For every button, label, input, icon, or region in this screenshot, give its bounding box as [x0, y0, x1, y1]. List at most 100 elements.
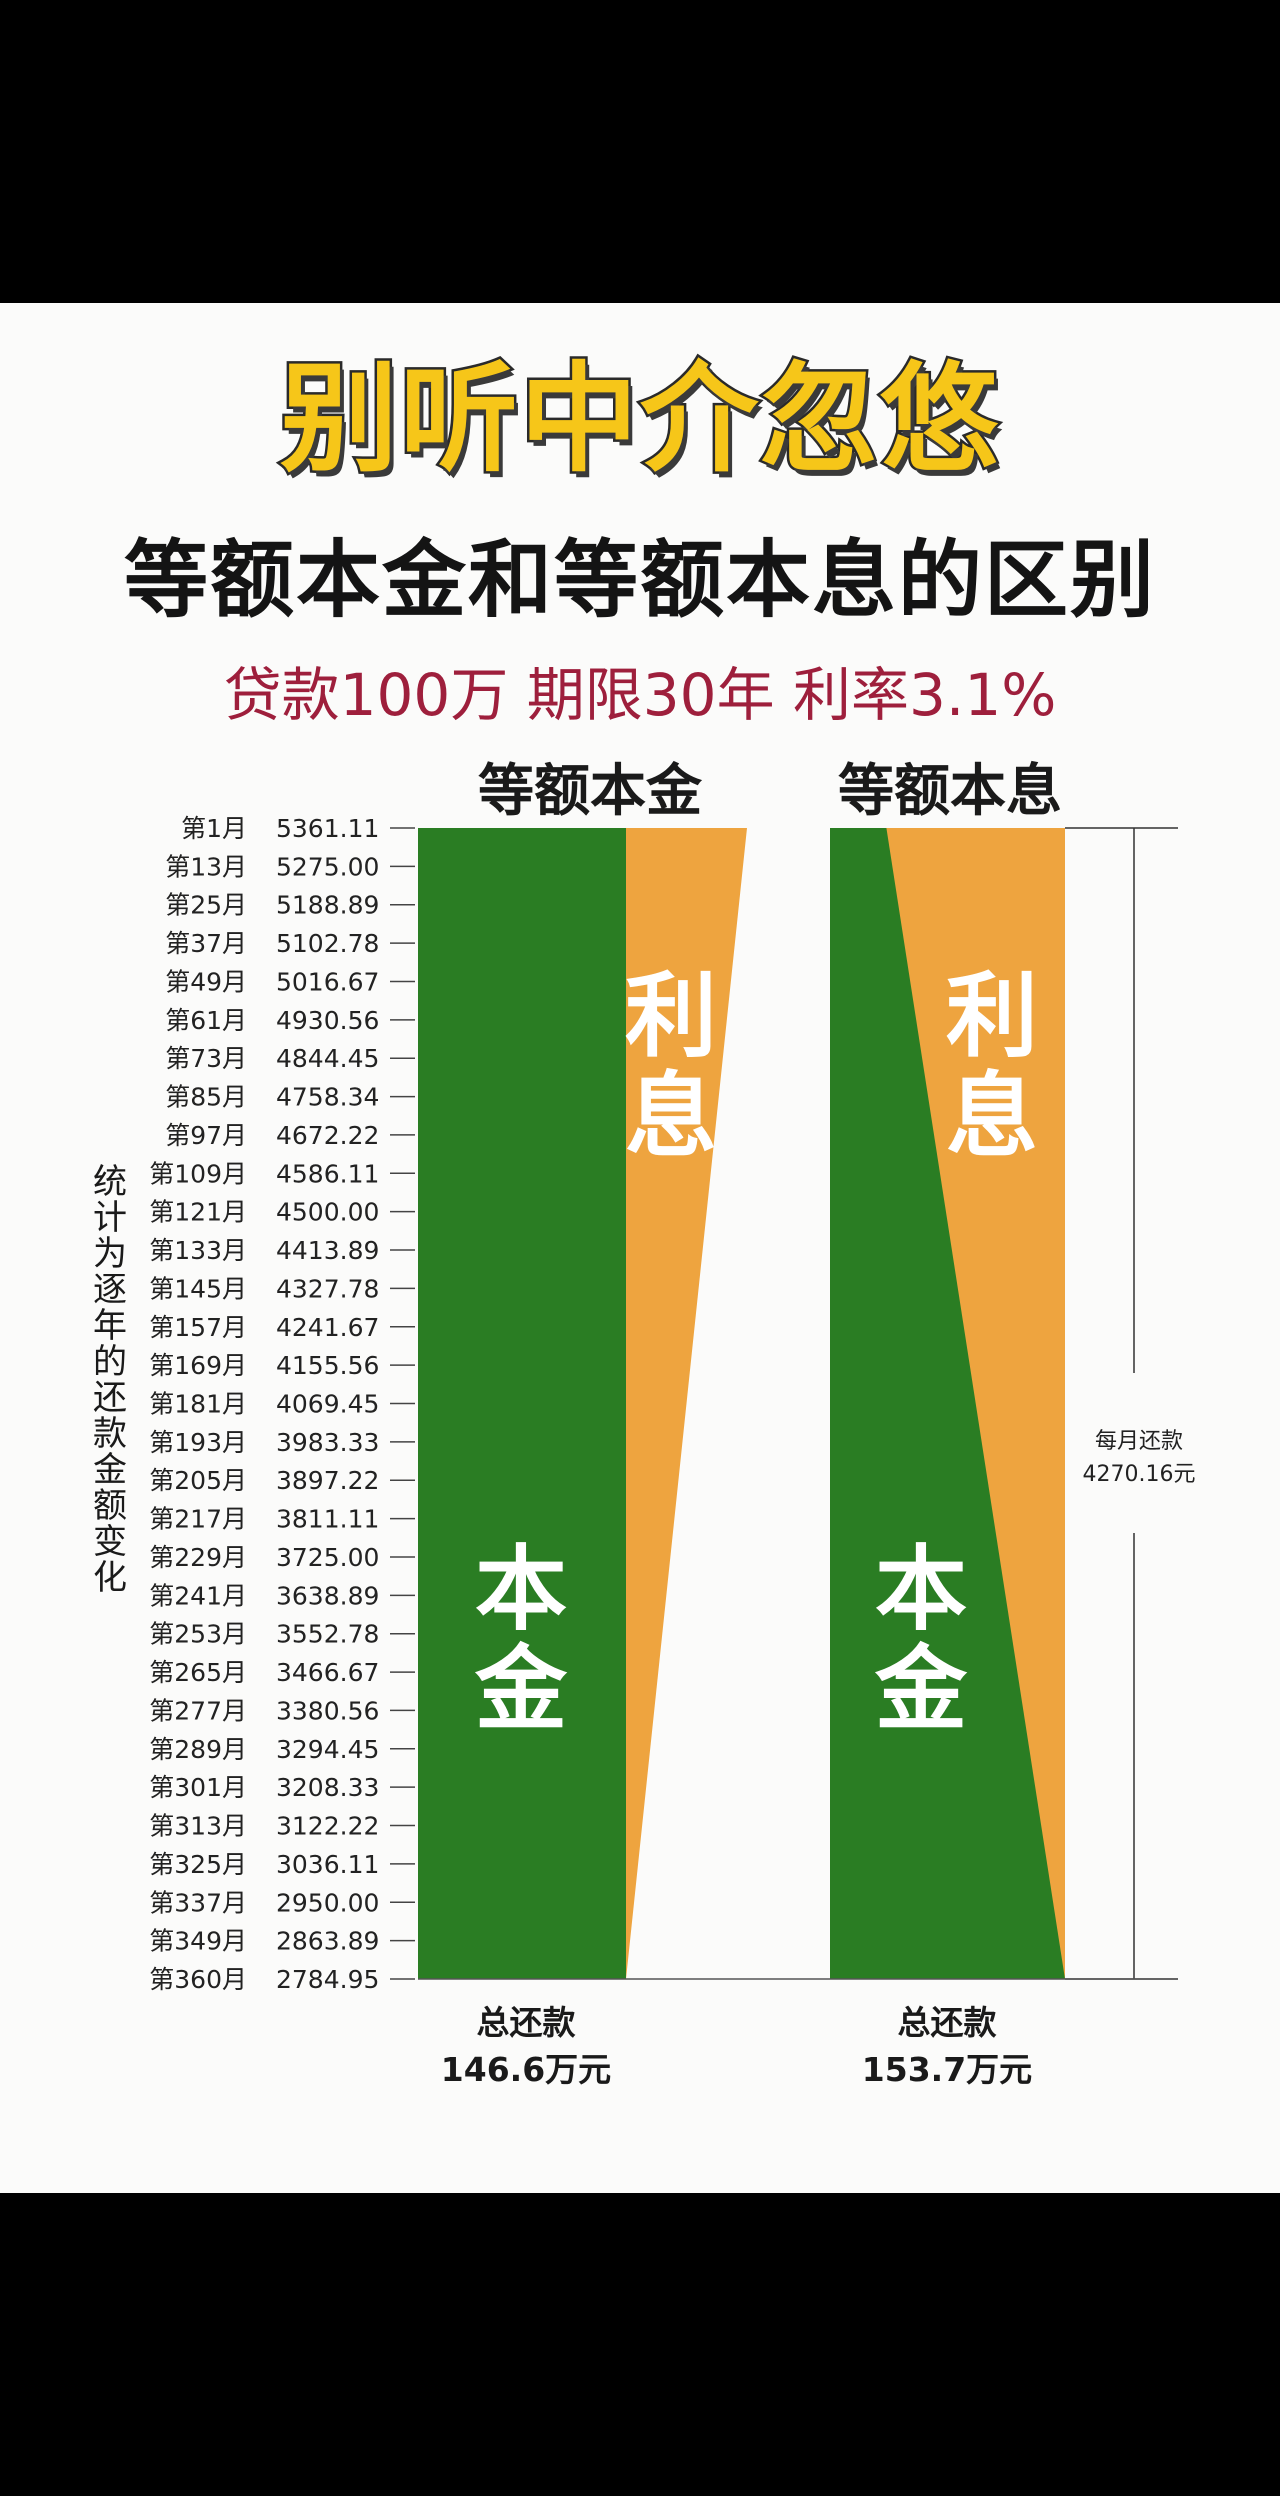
- principal-label-char: 金: [474, 1636, 568, 1743]
- tick-month-label: 第349月: [149, 1927, 247, 1956]
- tick-month-label: 第73月: [165, 1044, 247, 1073]
- principal-label-equal-installment: 本金: [874, 1536, 968, 1743]
- interest-label-char: 息: [625, 1063, 717, 1170]
- tick-month-label: 第301月: [149, 1773, 247, 1802]
- tick-month-label: 第325月: [149, 1850, 247, 1879]
- total-value-equal-principal: 146.6万元: [441, 2050, 611, 2089]
- tick-month-label: 第169月: [149, 1351, 247, 1380]
- tick-amount-label: 2950.00: [276, 1888, 379, 1917]
- tick-month-label: 第265月: [149, 1658, 247, 1687]
- total-label-equal-principal: 总还款: [477, 2003, 577, 2042]
- tick-amount-label: 3725.00: [276, 1543, 379, 1572]
- interest-label-equal-installment: 利息: [946, 963, 1038, 1170]
- tick-month-label: 第241月: [149, 1581, 247, 1610]
- tick-amount-label: 2863.89: [276, 1927, 379, 1956]
- tick-month-label: 第337月: [149, 1888, 247, 1917]
- tick-amount-label: 3208.33: [276, 1773, 379, 1802]
- tick-month-label: 第85月: [165, 1083, 247, 1112]
- total-label-equal-installment: 总还款: [898, 2003, 998, 2042]
- monthly-payment-label: 每月还款: [1095, 1429, 1183, 1454]
- tick-month-label: 第49月: [165, 967, 247, 996]
- tick-amount-label: 4241.67: [276, 1313, 379, 1342]
- y-axis-ticks: 第1月 5361.11 第13月 5275.00 第25月 5188.89 第37月 5102…: [149, 814, 415, 1994]
- tick-amount-label: 5016.67: [276, 967, 379, 996]
- tick-amount-label: 5102.78: [276, 929, 379, 958]
- tick-month-label: 第253月: [149, 1620, 247, 1649]
- tick-amount-label: 4069.45: [276, 1390, 379, 1419]
- principal-area-equal-principal: [418, 828, 626, 1979]
- tick-month-label: 第37月: [165, 929, 247, 958]
- tick-amount-label: 3983.33: [276, 1428, 379, 1457]
- principal-label-char: 本: [475, 1536, 567, 1643]
- ylabel-char: 计: [93, 1198, 127, 1238]
- tick-amount-label: 4500.00: [276, 1198, 379, 1227]
- ylabel-char: 还: [93, 1378, 127, 1418]
- panel-equal-installment: 等额本息 利息 本金 总还款 153.7万元 每月还款 4270.16元: [830, 759, 1195, 2089]
- tick-amount-label: 4413.89: [276, 1236, 379, 1265]
- principal-area-equal-installment: [830, 828, 1065, 1979]
- ylabel-char: 款: [93, 1414, 127, 1454]
- tick-amount-label: 4327.78: [276, 1274, 379, 1303]
- tick-amount-label: 3380.56: [276, 1696, 379, 1725]
- tick-month-label: 第121月: [149, 1198, 247, 1227]
- tick-month-label: 第193月: [149, 1428, 247, 1457]
- tick-amount-label: 4758.34: [276, 1083, 379, 1112]
- subtitle: 等额本金和等额本息的区别: [123, 531, 1156, 629]
- tick-month-label: 第289月: [149, 1735, 247, 1764]
- tick-amount-label: 5188.89: [276, 891, 379, 920]
- tick-month-label: 第157月: [149, 1313, 247, 1342]
- ylabel-char: 额: [93, 1486, 127, 1526]
- tick-month-label: 第1月: [181, 814, 247, 843]
- tick-month-label: 第25月: [165, 891, 247, 920]
- tick-amount-label: 3552.78: [276, 1620, 379, 1649]
- tick-amount-label: 3294.45: [276, 1735, 379, 1764]
- tick-amount-label: 4586.11: [276, 1159, 379, 1188]
- loan-info: 贷款100万 期限30年 利率3.1%: [223, 661, 1057, 729]
- panel-title-equal-principal: 等额本金: [478, 759, 703, 824]
- tick-amount-label: 4672.22: [276, 1121, 379, 1150]
- tick-amount-label: 3466.67: [276, 1658, 379, 1687]
- tick-month-label: 第145月: [149, 1274, 247, 1303]
- tick-amount-label: 2784.95: [276, 1965, 379, 1994]
- tick-month-label: 第217月: [149, 1505, 247, 1534]
- tick-amount-label: 4930.56: [276, 1006, 379, 1035]
- tick-month-label: 第61月: [165, 1006, 247, 1035]
- tick-month-label: 第97月: [165, 1121, 247, 1150]
- tick-amount-label: 3638.89: [276, 1581, 379, 1610]
- ylabel-char: 统: [93, 1162, 127, 1202]
- ylabel-char: 为: [93, 1234, 127, 1274]
- panel-equal-principal: 等额本金 利息 本金 总还款 146.6万元: [418, 759, 747, 2089]
- interest-label-equal-principal: 利息: [625, 963, 717, 1170]
- tick-amount-label: 3811.11: [276, 1505, 379, 1534]
- ylabel-char: 的: [93, 1342, 127, 1382]
- tick-amount-label: 3122.22: [276, 1812, 379, 1841]
- tick-month-label: 第133月: [149, 1236, 247, 1265]
- principal-label-char: 本: [875, 1536, 967, 1643]
- tick-amount-label: 3897.22: [276, 1466, 379, 1495]
- panel-title-equal-installment: 等额本息: [838, 759, 1062, 824]
- main-title: 别听中介忽悠: [277, 348, 1000, 491]
- tick-month-label: 第277月: [149, 1696, 247, 1725]
- tick-month-label: 第360月: [149, 1965, 247, 1994]
- tick-month-label: 第13月: [165, 852, 247, 881]
- ylabel-char: 化: [93, 1558, 127, 1598]
- interest-label-char: 息: [946, 1063, 1038, 1170]
- total-value-equal-installment: 153.7万元: [862, 2050, 1032, 2089]
- interest-label-char: 利: [625, 963, 717, 1070]
- tick-month-label: 第205月: [149, 1466, 247, 1495]
- content-panel: 别听中介忽悠 等额本金和等额本息的区别 贷款100万 期限30年 利率3.1% …: [0, 303, 1280, 2193]
- tick-amount-label: 5361.11: [276, 814, 379, 843]
- principal-label-equal-principal: 本金: [474, 1536, 568, 1743]
- monthly-payment-value: 4270.16元: [1083, 1462, 1196, 1487]
- ylabel-char: 金: [93, 1450, 127, 1490]
- tick-month-label: 第313月: [149, 1812, 247, 1841]
- interest-label-char: 利: [946, 963, 1038, 1070]
- ylabel-char: 逐: [93, 1270, 127, 1310]
- tick-amount-label: 4844.45: [276, 1044, 379, 1073]
- ylabel-char: 年: [93, 1306, 127, 1346]
- principal-label-char: 金: [874, 1636, 968, 1743]
- tick-month-label: 第181月: [149, 1390, 247, 1419]
- interest-area-equal-principal: [626, 828, 747, 1979]
